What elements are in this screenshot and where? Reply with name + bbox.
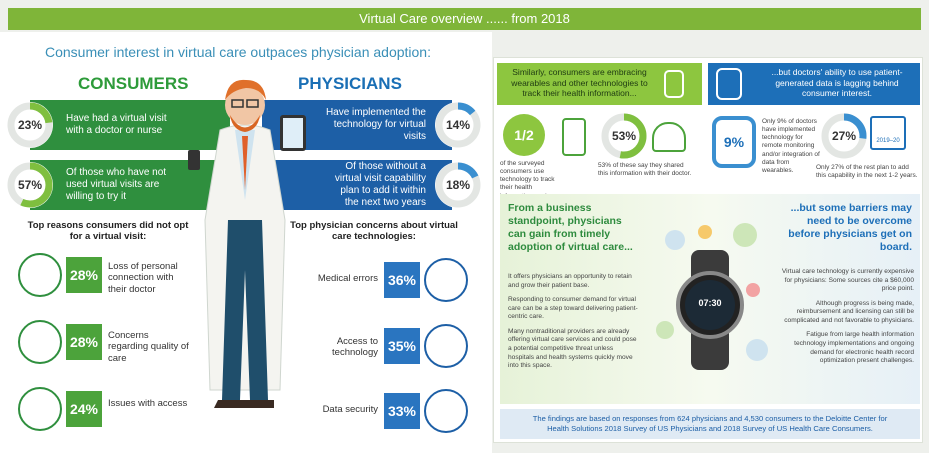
- donut-arc: [435, 162, 481, 208]
- donut: 27%: [820, 112, 868, 160]
- concern-text: Access to technology: [332, 336, 378, 359]
- physicians-heading: PHYSICIANS: [298, 74, 402, 93]
- doctor-illustration: [188, 79, 306, 408]
- donut-label: 14%: [445, 118, 471, 132]
- business-heading: From a business standpoint, physicians c…: [508, 202, 633, 254]
- barriers-paragraphs: Virtual care technology is currently exp…: [780, 268, 914, 372]
- plan-text: Only 27% of the rest plan to add this ca…: [816, 164, 918, 180]
- concern-pct: 33%: [384, 393, 420, 429]
- watch-time: 07:30: [698, 298, 722, 308]
- concern-text: Data security: [322, 404, 378, 415]
- donut: 23%: [6, 101, 54, 149]
- donut-arc: [7, 102, 53, 148]
- stat-banner: Of those without a virtual visit capabil…: [262, 160, 452, 210]
- concern-pct: 36%: [384, 262, 420, 298]
- reasons-title: Top reasons consumers did not opt for a …: [27, 220, 189, 243]
- donut-label: 27%: [831, 129, 857, 143]
- reason-pct: 24%: [66, 391, 102, 427]
- concern-pct: 35%: [384, 328, 420, 364]
- donut-arc: [435, 102, 481, 148]
- stat-text: Have had a virtual visit with a doctor o…: [66, 113, 167, 136]
- doctor-box: ...but doctors' ability to use patient-g…: [708, 63, 920, 105]
- donut-chart: [435, 102, 481, 148]
- phone-icon: [562, 118, 586, 156]
- paragraph: Many nontraditional providers are alread…: [508, 327, 637, 370]
- paragraph: Virtual care technology is currently exp…: [781, 268, 914, 293]
- concern-icon: [424, 324, 468, 368]
- fraction: 1/2: [503, 114, 545, 156]
- footer: The findings are based on responses from…: [500, 409, 920, 439]
- donut-chart: [601, 113, 647, 159]
- stat-text: Have implemented the technology for virt…: [325, 107, 426, 142]
- paragraph: Responding to consumer demand for virtua…: [508, 296, 638, 321]
- concern-icon: [424, 389, 468, 433]
- concerns-title: Top physician concerns about virtual car…: [290, 220, 458, 243]
- person-icon: [652, 122, 686, 152]
- reason-icon: [18, 253, 62, 297]
- reason-pct: 28%: [66, 324, 102, 360]
- donut-label: 23%: [17, 118, 43, 132]
- watch-illustration: [656, 223, 768, 370]
- donut-label: 53%: [611, 129, 637, 143]
- stat-text: Of those without a virtual visit capabil…: [334, 161, 426, 208]
- concern-icon: [424, 258, 468, 302]
- consumers-heading: CONSUMERS: [78, 74, 189, 93]
- donut: 18%: [434, 161, 482, 209]
- donut-arc: [821, 113, 867, 159]
- donut: 14%: [434, 101, 482, 149]
- stat-banner: Have had a virtual visit with a doctor o…: [30, 100, 230, 150]
- donut-chart: [7, 102, 53, 148]
- calendar-icon: 2019–20: [870, 116, 906, 150]
- reason-text: Loss of personal connection with their d…: [108, 261, 178, 295]
- reason-pct: 28%: [66, 257, 102, 293]
- donut-arc: [7, 162, 53, 208]
- remote-text: Only 9% of doctors have implemented tech…: [762, 118, 820, 174]
- header-title: Virtual Care overview ...... from 2018: [8, 8, 921, 30]
- paragraph: It offers physicians an opportunity to r…: [508, 273, 632, 289]
- donut-chart: [7, 162, 53, 208]
- shared-text: 53% of these say they shared this inform…: [598, 162, 692, 178]
- remote-pct: 9%: [712, 116, 756, 168]
- watch-icon: [664, 70, 684, 98]
- paragraph: Although progress is being made, reimbur…: [784, 299, 914, 324]
- stat-text: Of those who have not used virtual visit…: [66, 167, 167, 202]
- reason-icon: [18, 387, 62, 431]
- paragraph: Fatigue from large health information te…: [794, 331, 914, 365]
- reason-text: Concerns regarding quality of care: [108, 330, 189, 364]
- donut-chart: [435, 162, 481, 208]
- concern-text: Medical errors: [317, 273, 378, 284]
- donut-label: 18%: [445, 178, 471, 192]
- subtitle: Consumer interest in virtual care outpac…: [45, 44, 431, 60]
- donut-label: 57%: [17, 178, 43, 192]
- barriers-heading: ...but some barriers may need to be over…: [788, 202, 912, 254]
- donut-arc: [601, 113, 647, 159]
- donut-chart: [821, 113, 867, 159]
- donut: 53%: [600, 112, 648, 160]
- reason-icon: [18, 320, 62, 364]
- donut: 57%: [6, 161, 54, 209]
- reason-text: Issues with access: [108, 398, 188, 409]
- business-paragraphs: It offers physicians an opportunity to r…: [508, 273, 640, 377]
- device-icon: [716, 68, 742, 100]
